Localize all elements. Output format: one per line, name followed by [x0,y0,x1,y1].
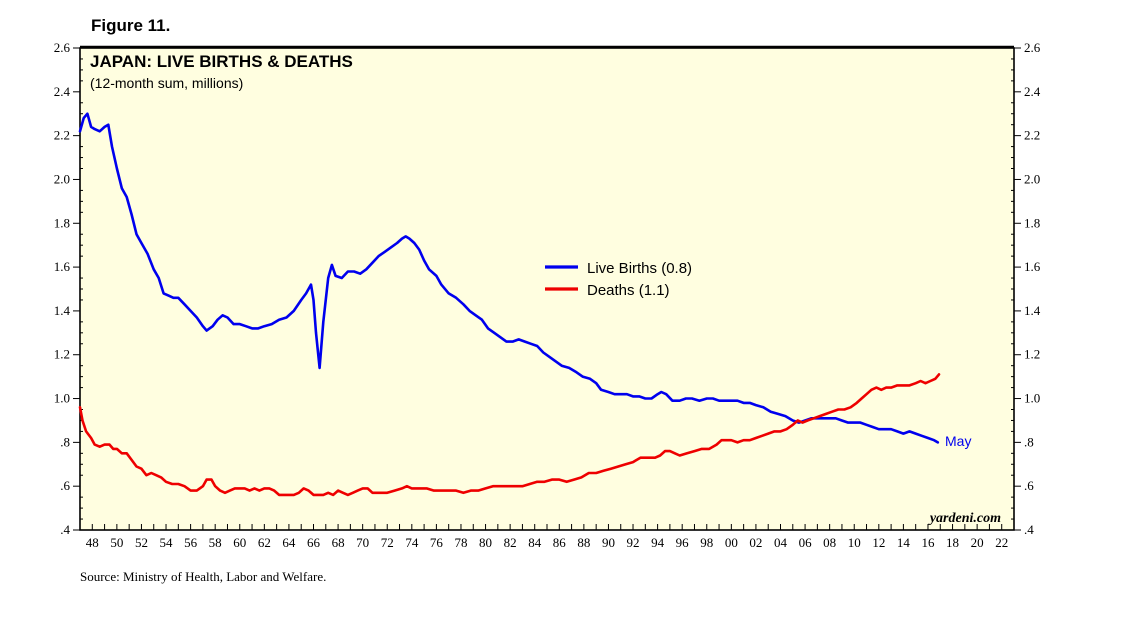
y-tick-label-right: 1.0 [1024,391,1040,406]
x-tick-label: 72 [381,535,394,550]
x-tick-label: 10 [848,535,861,550]
y-tick-label-left: 2.6 [54,40,71,55]
x-tick-label: 74 [405,535,419,550]
y-tick-label-left: 1.0 [54,391,70,406]
y-tick-label-left: 2.2 [54,128,70,143]
y-tick-label-left: 1.2 [54,347,70,362]
x-tick-label: 02 [749,535,762,550]
x-tick-label: 60 [233,535,246,550]
x-tick-label: 90 [602,535,615,550]
x-tick-label: 64 [282,535,296,550]
chart-subtitle: (12-month sum, millions) [90,75,243,91]
x-tick-label: 08 [823,535,836,550]
x-tick-label: 94 [651,535,665,550]
y-tick-label-right: 1.6 [1024,259,1041,274]
legend: Live Births (0.8) Deaths (1.1) [545,260,692,299]
x-tick-label: 82 [504,535,517,550]
x-tick-label: 16 [921,535,935,550]
y-tick-label-right: .6 [1024,478,1034,493]
x-tick-label: 52 [135,535,148,550]
x-tick-label: 92 [627,535,640,550]
x-tick-label: 50 [110,535,123,550]
x-tick-label: 80 [479,535,492,550]
y-tick-label-right: 2.6 [1024,40,1041,55]
series-layer [78,112,941,497]
y-tick-label-right: 2.2 [1024,128,1040,143]
x-tick-label: 96 [676,535,690,550]
y-tick-label-left: .8 [60,434,70,449]
y-tick-label-right: 1.2 [1024,347,1040,362]
chart-title: JAPAN: LIVE BIRTHS & DEATHS [90,52,353,71]
legend-label-births: Live Births (0.8) [587,260,692,277]
figure-label: Figure 11. [91,16,170,35]
x-tick-label: 68 [332,535,345,550]
x-tick-label: 06 [799,535,813,550]
y-tick-label-left: 2.0 [54,171,70,186]
x-tick-label: 98 [700,535,713,550]
x-tick-label: 14 [897,535,911,550]
x-tick-label: 76 [430,535,444,550]
x-tick-label: 48 [86,535,99,550]
watermark: yardeni.com [928,511,1001,526]
y-tick-label-right: .8 [1024,434,1034,449]
y-tick-label-left: 2.4 [54,84,71,99]
x-tick-label: 00 [725,535,738,550]
x-tick-label: 12 [872,535,885,550]
series-line-live-births [78,112,940,444]
x-axis: 48 50 52 54 56 58 60 62 64 66 68 70 72 74 76 78 80 82 84 86… [79,524,1015,550]
x-tick-label: 70 [356,535,369,550]
y-tick-label-right: 1.8 [1024,215,1040,230]
y-axis-right: .4 .6 .8 1.0 1.2 1.4 1.6 1.8 2.0 2.2 2.4 2.6 [1011,40,1041,537]
x-tick-label: 04 [774,535,788,550]
x-tick-label: 84 [528,535,542,550]
x-tick-label: 56 [184,535,198,550]
y-tick-label-right: 1.4 [1024,303,1041,318]
x-tick-label: 86 [553,535,567,550]
x-tick-label: 22 [995,535,1008,550]
x-tick-label: 78 [454,535,467,550]
y-tick-label-right: .4 [1024,522,1034,537]
y-tick-label-right: 2.0 [1024,171,1040,186]
x-tick-label: 18 [946,535,959,550]
y-tick-label-left: .4 [60,522,70,537]
y-axis-left: .4 .6 .8 1.0 1.2 1.4 1.6 1.8 2.0 2.2 2.4 2.6 [54,40,83,537]
x-tick-label: 62 [258,535,271,550]
x-tick-label: 58 [209,535,222,550]
x-tick-label: 54 [160,535,174,550]
source-note: Source: Ministry of Health, Labor and We… [80,569,326,584]
y-tick-label-left: .6 [60,478,70,493]
births-end-label: May [945,433,971,449]
x-tick-label: 66 [307,535,321,550]
series-line-deaths [78,373,941,497]
legend-label-deaths: Deaths (1.1) [587,282,670,299]
x-tick-label: 88 [577,535,590,550]
y-tick-label-left: 1.6 [54,259,71,274]
x-tick-label: 20 [971,535,984,550]
y-tick-label-right: 2.4 [1024,84,1041,99]
y-tick-label-left: 1.8 [54,215,70,230]
y-tick-label-left: 1.4 [54,303,71,318]
